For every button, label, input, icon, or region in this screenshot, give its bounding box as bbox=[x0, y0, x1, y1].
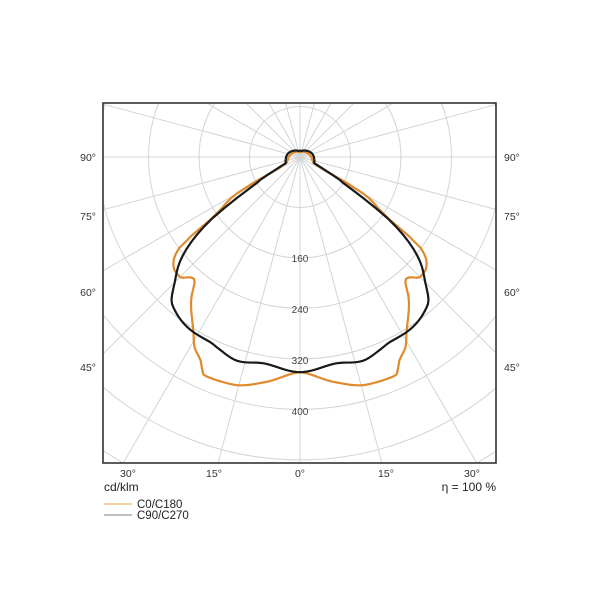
svg-text:90°: 90° bbox=[504, 152, 520, 164]
svg-text:30°: 30° bbox=[464, 468, 480, 480]
svg-text:45°: 45° bbox=[504, 362, 520, 374]
svg-text:0°: 0° bbox=[295, 468, 305, 480]
svg-text:75°: 75° bbox=[80, 211, 96, 223]
svg-text:30°: 30° bbox=[120, 468, 136, 480]
svg-text:60°: 60° bbox=[80, 287, 96, 299]
svg-text:cd/klm: cd/klm bbox=[104, 480, 139, 494]
svg-text:15°: 15° bbox=[378, 468, 394, 480]
svg-text:15°: 15° bbox=[206, 468, 222, 480]
svg-text:90°: 90° bbox=[80, 152, 96, 164]
svg-text:C90/C270: C90/C270 bbox=[137, 510, 189, 522]
svg-text:45°: 45° bbox=[80, 362, 96, 374]
svg-text:160: 160 bbox=[292, 254, 309, 265]
svg-text:320: 320 bbox=[292, 356, 309, 367]
svg-text:η = 100 %: η = 100 % bbox=[442, 480, 497, 494]
svg-text:60°: 60° bbox=[504, 287, 520, 299]
svg-text:400: 400 bbox=[292, 407, 309, 418]
svg-text:240: 240 bbox=[292, 305, 309, 316]
svg-text:75°: 75° bbox=[504, 211, 520, 223]
